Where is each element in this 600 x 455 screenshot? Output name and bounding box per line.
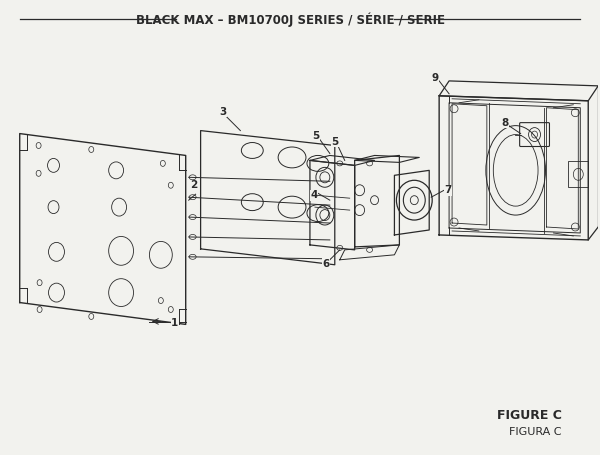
Text: 5: 5 <box>312 131 320 141</box>
Text: 3: 3 <box>219 107 226 117</box>
Text: FIGURA C: FIGURA C <box>509 427 562 437</box>
Text: 8: 8 <box>501 118 508 128</box>
Text: 7: 7 <box>445 185 452 195</box>
Text: 1: 1 <box>171 318 178 329</box>
Text: 4: 4 <box>310 190 317 200</box>
Text: 5: 5 <box>331 136 338 147</box>
Text: 2: 2 <box>190 180 197 190</box>
Text: 6: 6 <box>322 259 329 269</box>
Bar <box>568 162 588 187</box>
Text: 9: 9 <box>431 73 439 83</box>
Text: FIGURE C: FIGURE C <box>497 410 562 422</box>
Text: BLACK MAX – BM10700J SERIES / SÉRIE / SERIE: BLACK MAX – BM10700J SERIES / SÉRIE / SE… <box>136 12 445 26</box>
